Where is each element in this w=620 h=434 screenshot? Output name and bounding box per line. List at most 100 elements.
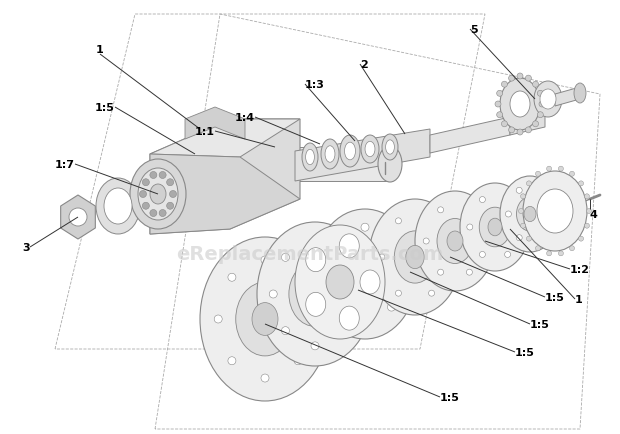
Circle shape: [539, 102, 545, 108]
Ellipse shape: [500, 177, 560, 253]
Ellipse shape: [130, 160, 186, 230]
Circle shape: [466, 270, 472, 276]
Text: 1:4: 1:4: [235, 113, 255, 123]
Polygon shape: [61, 196, 95, 240]
Circle shape: [388, 303, 396, 311]
Circle shape: [340, 254, 348, 262]
Circle shape: [261, 256, 269, 264]
Circle shape: [294, 357, 302, 365]
Circle shape: [516, 235, 522, 241]
Text: 1: 1: [575, 294, 583, 304]
Circle shape: [159, 172, 166, 179]
Ellipse shape: [516, 197, 544, 232]
Ellipse shape: [138, 169, 178, 220]
Circle shape: [497, 91, 503, 97]
Circle shape: [379, 254, 385, 260]
Circle shape: [559, 251, 564, 256]
Circle shape: [517, 74, 523, 80]
Ellipse shape: [355, 261, 375, 287]
Circle shape: [479, 197, 485, 203]
Circle shape: [536, 172, 541, 177]
Polygon shape: [295, 130, 430, 181]
Ellipse shape: [382, 135, 398, 161]
Ellipse shape: [460, 184, 530, 271]
Ellipse shape: [394, 231, 436, 283]
Circle shape: [585, 224, 590, 229]
Circle shape: [525, 128, 531, 134]
Ellipse shape: [369, 200, 461, 315]
Circle shape: [311, 342, 319, 350]
Circle shape: [536, 246, 541, 251]
Circle shape: [150, 210, 157, 217]
Ellipse shape: [345, 143, 355, 161]
Ellipse shape: [252, 303, 278, 335]
Circle shape: [505, 211, 511, 217]
Ellipse shape: [306, 248, 326, 272]
Circle shape: [547, 167, 552, 172]
Ellipse shape: [479, 208, 511, 247]
Circle shape: [549, 211, 555, 217]
Circle shape: [69, 208, 87, 227]
Circle shape: [340, 327, 348, 335]
Ellipse shape: [325, 146, 335, 163]
Circle shape: [335, 303, 342, 311]
Circle shape: [502, 82, 507, 88]
Circle shape: [228, 273, 236, 282]
Text: 1: 1: [96, 45, 104, 55]
Circle shape: [517, 130, 523, 136]
Circle shape: [167, 203, 174, 210]
Circle shape: [480, 238, 487, 244]
Circle shape: [508, 128, 515, 134]
Ellipse shape: [306, 293, 326, 317]
Ellipse shape: [488, 219, 502, 236]
Polygon shape: [150, 120, 300, 234]
Ellipse shape: [257, 223, 373, 366]
Circle shape: [159, 210, 166, 217]
Circle shape: [438, 207, 443, 214]
Circle shape: [396, 290, 401, 296]
Ellipse shape: [360, 270, 380, 294]
Circle shape: [388, 237, 396, 245]
Ellipse shape: [386, 141, 394, 155]
Circle shape: [361, 224, 369, 232]
Circle shape: [502, 122, 507, 128]
Circle shape: [445, 254, 451, 260]
Ellipse shape: [342, 245, 388, 303]
Ellipse shape: [361, 136, 379, 164]
Circle shape: [505, 197, 511, 203]
Circle shape: [361, 317, 369, 325]
Ellipse shape: [339, 234, 359, 258]
Circle shape: [497, 112, 503, 118]
Circle shape: [324, 270, 332, 278]
Circle shape: [495, 102, 501, 108]
Ellipse shape: [306, 150, 314, 165]
Text: 1:2: 1:2: [570, 264, 590, 274]
Text: 5: 5: [470, 25, 477, 35]
Ellipse shape: [313, 210, 417, 339]
Circle shape: [143, 179, 149, 186]
Circle shape: [214, 315, 222, 323]
Ellipse shape: [574, 84, 586, 104]
Circle shape: [169, 191, 177, 198]
Circle shape: [521, 194, 526, 199]
Circle shape: [516, 188, 522, 194]
Polygon shape: [555, 88, 580, 107]
Ellipse shape: [365, 142, 375, 158]
Circle shape: [570, 246, 575, 251]
Circle shape: [281, 327, 290, 335]
Circle shape: [311, 239, 319, 247]
Polygon shape: [150, 155, 300, 234]
Circle shape: [538, 91, 543, 97]
Circle shape: [140, 191, 146, 198]
Circle shape: [505, 252, 511, 258]
Polygon shape: [510, 110, 545, 136]
Circle shape: [533, 82, 539, 88]
Circle shape: [467, 224, 473, 230]
Polygon shape: [150, 120, 300, 158]
Circle shape: [294, 273, 302, 282]
Text: 1:5: 1:5: [95, 103, 115, 113]
Circle shape: [353, 290, 361, 298]
Ellipse shape: [289, 262, 341, 327]
Text: 1:5: 1:5: [515, 347, 535, 357]
Ellipse shape: [236, 283, 294, 356]
